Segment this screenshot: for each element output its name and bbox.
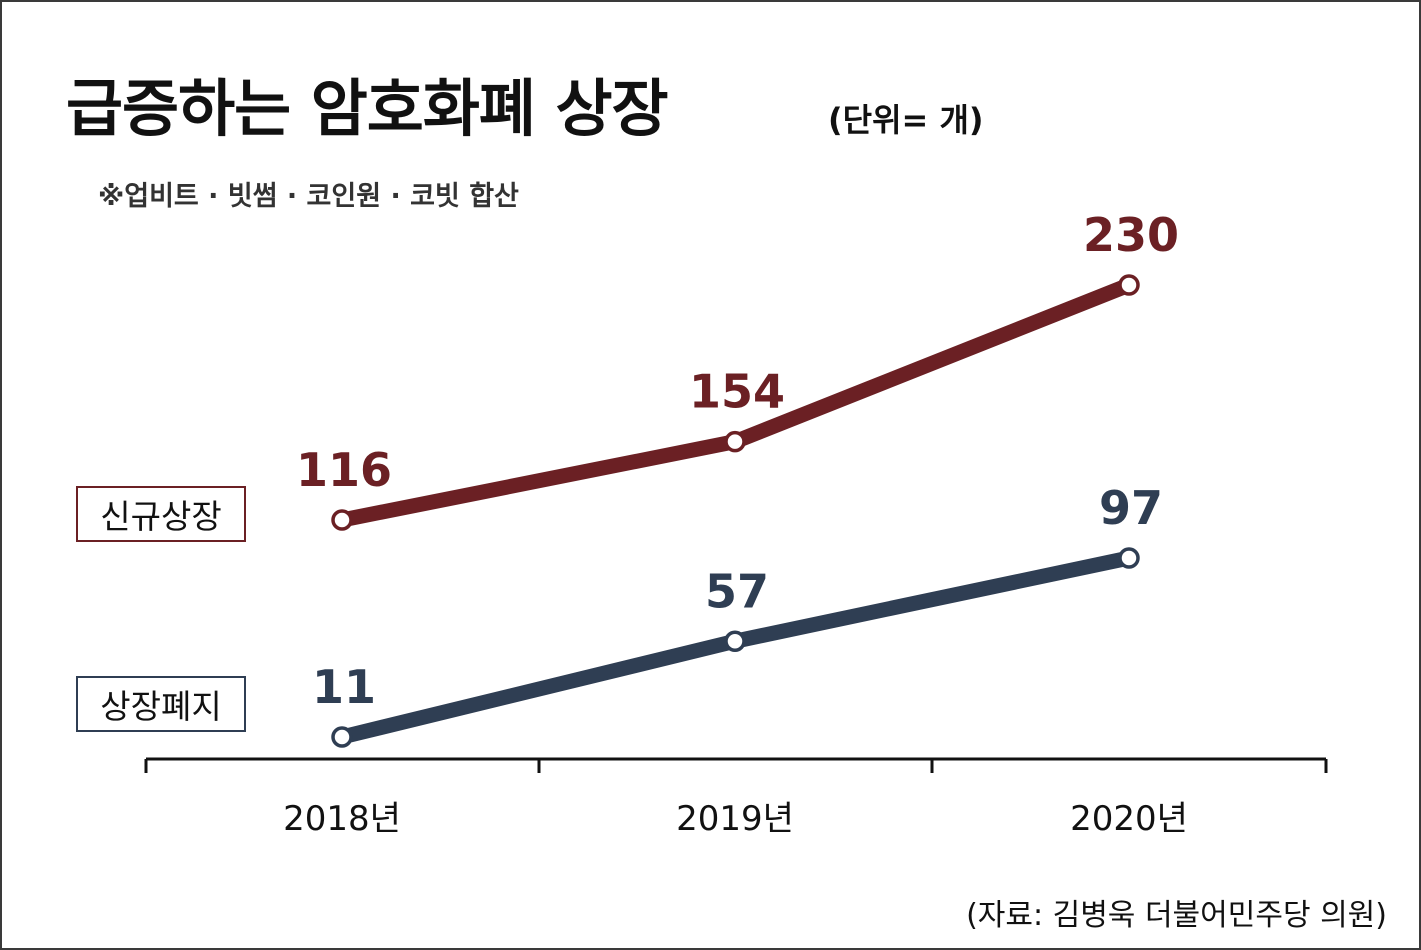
data-label: 11 (312, 660, 376, 714)
legend-delisting: 상장폐지 (76, 676, 246, 732)
note-text: ※업비트 · 빗썸 · 코인원 · 코빗 합산 (98, 181, 519, 212)
source-note: (자료: 김병욱 더불어민주당 의원) (966, 898, 1387, 933)
data-label: 57 (705, 564, 769, 618)
series-delisting-point (1118, 547, 1140, 569)
x-tick-label: 2018년 (283, 799, 401, 839)
data-label: 97 (1099, 481, 1163, 535)
series-new-listing-point (724, 430, 746, 453)
series-delisting-point (724, 630, 746, 653)
series-new-listing-point (1118, 274, 1140, 296)
chart-title: 급증하는 암호화폐 상장 (66, 72, 669, 145)
x-tick-label: 2019년 (676, 799, 794, 839)
series-delisting-point (331, 726, 353, 748)
unit-label: (단위= 개) (828, 101, 984, 139)
data-label: 154 (689, 365, 785, 419)
data-label: 116 (296, 443, 392, 497)
x-tick-label: 2020년 (1070, 799, 1188, 839)
legend-new-listing: 신규상장 (76, 486, 246, 542)
data-label: 230 (1083, 208, 1179, 262)
series-new-listing-point (331, 509, 353, 531)
